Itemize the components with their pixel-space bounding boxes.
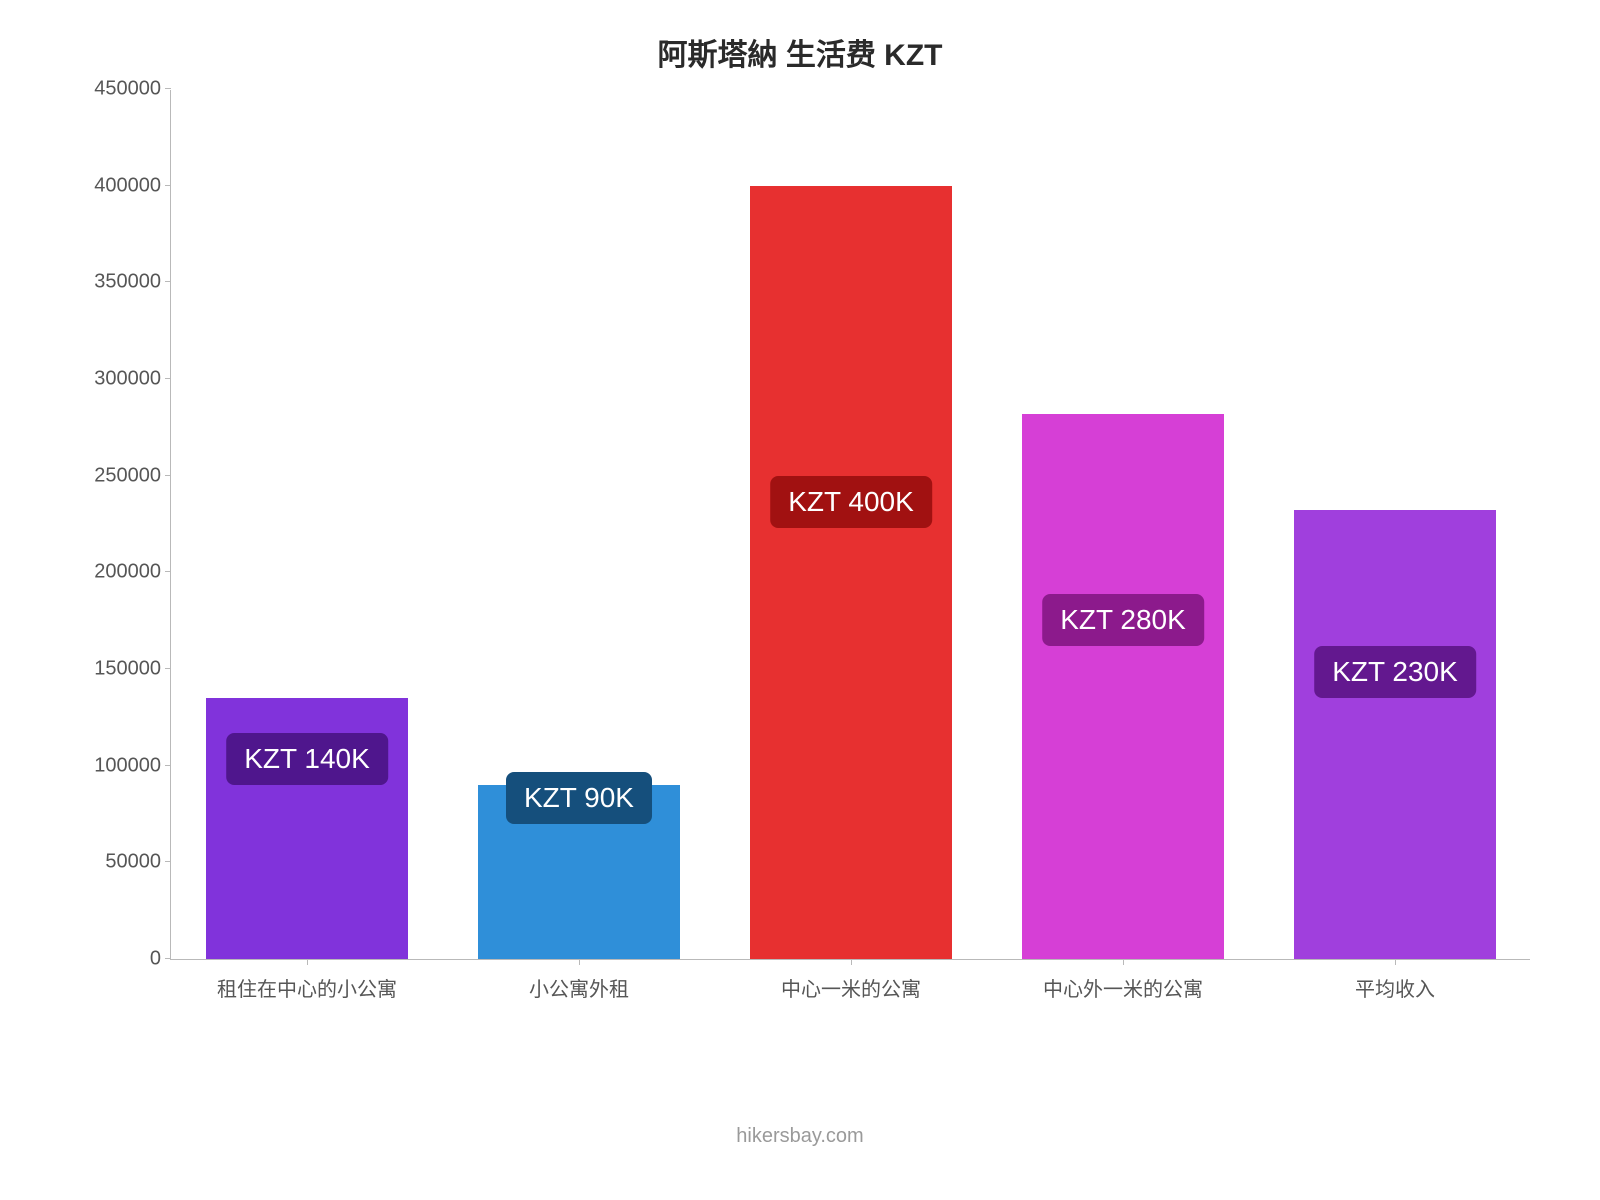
x-tick-label: 租住在中心的小公寓: [171, 959, 443, 1002]
x-tick-label: 平均收入: [1259, 959, 1531, 1002]
chart-footer: hikersbay.com: [0, 1125, 1600, 1148]
value-badge: KZT 400K: [770, 476, 932, 528]
y-tick-mark: [165, 378, 171, 379]
x-tick-label: 小公寓外租: [443, 959, 715, 1002]
bar: [1022, 414, 1223, 959]
y-tick-label: 350000: [81, 271, 161, 294]
y-tick-mark: [165, 475, 171, 476]
y-tick-label: 300000: [81, 368, 161, 391]
plot-area: 0500001000001500002000002500003000003500…: [170, 90, 1530, 960]
y-tick-label: 200000: [81, 561, 161, 584]
value-badge: KZT 280K: [1042, 594, 1204, 646]
y-tick-mark: [165, 571, 171, 572]
y-tick-mark: [165, 281, 171, 282]
y-tick-mark: [165, 185, 171, 186]
y-tick-mark: [165, 668, 171, 669]
y-tick-label: 150000: [81, 658, 161, 681]
y-tick-mark: [165, 765, 171, 766]
value-badge: KZT 230K: [1314, 646, 1476, 698]
y-tick-mark: [165, 861, 171, 862]
bar: [1294, 510, 1495, 959]
y-tick-label: 0: [81, 948, 161, 971]
y-tick-label: 100000: [81, 754, 161, 777]
y-tick-label: 450000: [81, 78, 161, 101]
bar: [750, 186, 951, 959]
value-badge: KZT 140K: [226, 733, 388, 785]
chart-title: 阿斯塔納 生活费 KZT: [50, 30, 1550, 74]
y-tick-mark: [165, 88, 171, 89]
value-badge: KZT 90K: [506, 772, 652, 824]
y-tick-label: 250000: [81, 464, 161, 487]
x-tick-label: 中心外一米的公寓: [987, 959, 1259, 1002]
x-tick-label: 中心一米的公寓: [715, 959, 987, 1002]
y-tick-label: 400000: [81, 174, 161, 197]
y-tick-label: 50000: [81, 851, 161, 874]
chart-container: 阿斯塔納 生活费 KZT 050000100000150000200000250…: [50, 30, 1550, 1050]
